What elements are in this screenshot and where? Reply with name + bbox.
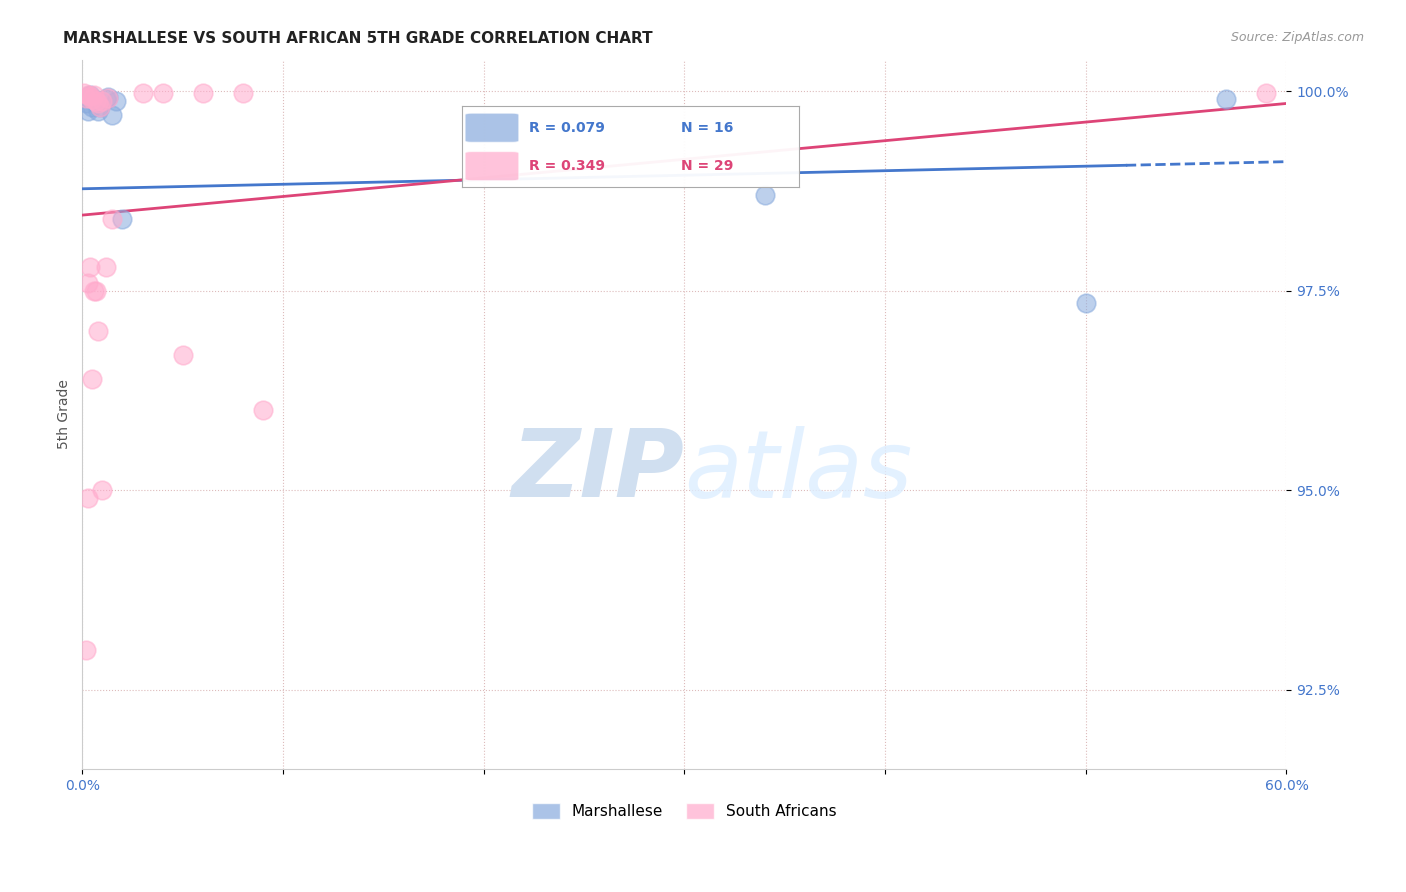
Point: [79, 88, 101, 103]
Point: [191, 86, 214, 100]
Y-axis label: 5th Grade: 5th Grade: [58, 379, 72, 450]
Point: [105, 94, 128, 108]
Point: [232, 86, 254, 100]
Point: [86, 96, 108, 111]
Point: [97, 90, 120, 104]
Point: [73, 86, 96, 100]
Point: [86, 284, 108, 298]
Point: [89, 100, 111, 114]
Point: [1215, 93, 1237, 107]
Point: [96, 260, 118, 274]
Point: [87, 96, 110, 111]
Point: [91, 94, 114, 108]
Point: [83, 88, 105, 103]
Point: [75, 91, 97, 105]
Point: [89, 100, 111, 114]
Text: atlas: atlas: [685, 425, 912, 516]
Point: [87, 324, 110, 338]
Point: [79, 260, 101, 274]
Point: [101, 108, 124, 122]
Point: [131, 86, 153, 100]
Point: [83, 93, 105, 107]
Point: [83, 284, 105, 298]
Point: [91, 483, 114, 498]
Legend: Marshallese, South Africans: Marshallese, South Africans: [526, 797, 842, 825]
Point: [86, 94, 108, 108]
Point: [82, 93, 104, 107]
Point: [87, 104, 110, 119]
Point: [96, 93, 118, 107]
Text: ZIP: ZIP: [512, 425, 685, 517]
Text: Source: ZipAtlas.com: Source: ZipAtlas.com: [1230, 31, 1364, 45]
Point: [1074, 295, 1097, 310]
Point: [754, 188, 776, 202]
Point: [111, 212, 134, 227]
Point: [77, 276, 100, 290]
Point: [152, 86, 174, 100]
Point: [82, 100, 104, 114]
Point: [172, 348, 194, 362]
Point: [75, 642, 97, 657]
Point: [77, 104, 100, 119]
Point: [101, 212, 124, 227]
Point: [75, 96, 97, 111]
Point: [97, 91, 120, 105]
Point: [1256, 86, 1278, 100]
Point: [252, 403, 274, 417]
Text: MARSHALLESE VS SOUTH AFRICAN 5TH GRADE CORRELATION CHART: MARSHALLESE VS SOUTH AFRICAN 5TH GRADE C…: [63, 31, 652, 46]
Point: [77, 491, 100, 505]
Point: [79, 89, 101, 103]
Point: [77, 87, 100, 102]
Point: [82, 371, 104, 385]
